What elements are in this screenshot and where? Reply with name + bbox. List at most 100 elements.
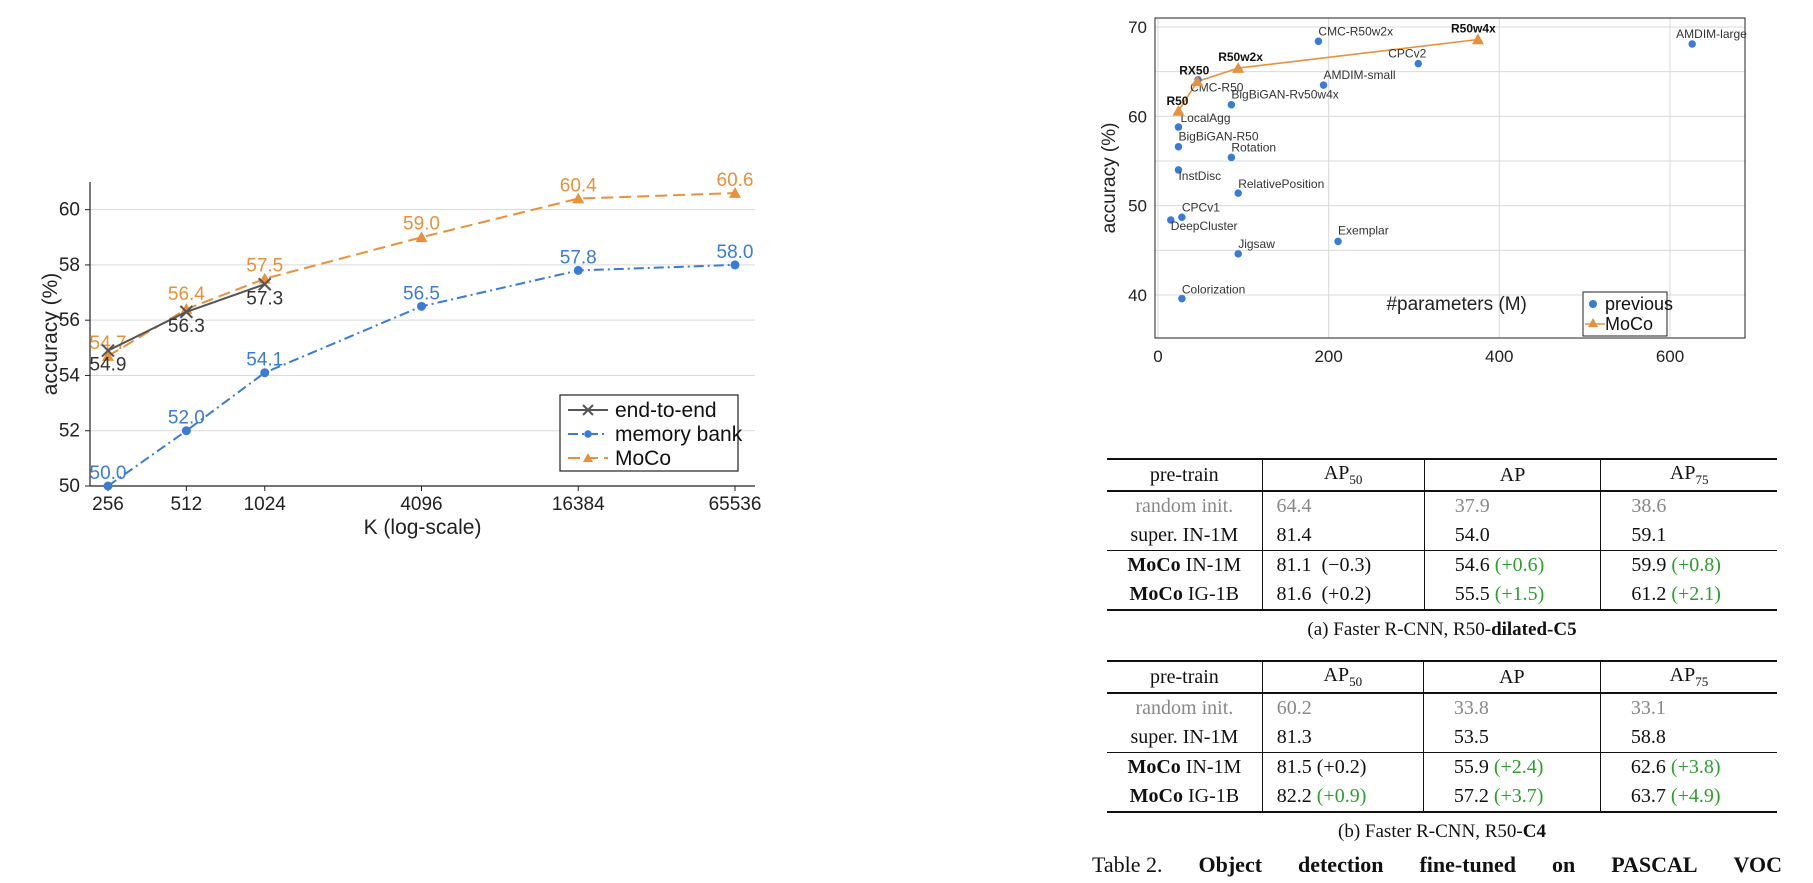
- point-label: AMDIM-small: [1324, 68, 1396, 82]
- x-tick-label: 1024: [244, 494, 287, 515]
- table-row: random init. 60.2 33.8 33.1: [1107, 693, 1777, 723]
- legend-label: memory bank: [615, 423, 743, 446]
- x-tick-label: 4096: [400, 494, 442, 515]
- x-tick-label: 65536: [709, 494, 762, 515]
- cell-ap75: 61.2 (+2.1): [1600, 580, 1777, 611]
- data-point: [1167, 216, 1175, 224]
- data-point: [1227, 153, 1236, 162]
- point-label: R50w2x: [1218, 50, 1263, 64]
- point-label: Colorization: [1182, 283, 1245, 297]
- row-name: MoCo IG-1B: [1107, 580, 1263, 611]
- data-point: [1414, 59, 1423, 68]
- k-sweep-chart: 50 52 54 56 58 60 256 512 1024 4096 16384 65536 K (l…: [39, 170, 762, 539]
- cell-ap50: 81.5 (+0.2): [1262, 752, 1424, 782]
- data-point: [179, 305, 194, 319]
- legend-label: MoCo: [615, 447, 671, 470]
- data-point: [1234, 189, 1242, 197]
- cell-ap: 57.2 (+3.7): [1423, 782, 1601, 813]
- data-point: [1234, 250, 1242, 258]
- point-label: Jigsaw: [1238, 237, 1275, 251]
- data-point: [181, 426, 191, 436]
- legend-label: end-to-end: [615, 399, 717, 422]
- cell-ap: 54.6 (+0.6): [1424, 550, 1602, 580]
- x-tick-label: 200: [1314, 347, 1342, 366]
- data-label: 56.3: [168, 316, 205, 337]
- legend-marker: [584, 430, 592, 438]
- y-tick-label: 58: [59, 255, 80, 276]
- table-title-prefix: Table 2.: [1092, 852, 1163, 877]
- detection-table-dilated-c5: pre-train AP50 AP AP75 random init. 64.4…: [1107, 458, 1777, 611]
- table-title: Table 2. Object detection fine-tuned on …: [1092, 852, 1782, 878]
- cell-ap75: 63.7 (+4.9): [1600, 782, 1777, 813]
- data-point: [1688, 40, 1696, 48]
- point-label: BigBiGAN-Rv50w4x: [1231, 88, 1338, 102]
- row-name: MoCo IG-1B: [1107, 782, 1263, 813]
- col-header-ap: AP: [1423, 660, 1601, 694]
- table-caption-a: (a) Faster R-CNN, R50-dilated-C5: [1307, 619, 1577, 640]
- table-title-word: PASCAL: [1611, 852, 1698, 877]
- col-header-ap50: AP50: [1262, 458, 1425, 492]
- data-point: [260, 368, 270, 378]
- x-tick-label: 0: [1153, 347, 1162, 366]
- table-row: super. IN-1M 81.4 54.0 59.1: [1107, 521, 1777, 551]
- marker-stroke: [258, 277, 272, 291]
- data-point: [103, 481, 113, 491]
- data-point: [730, 260, 740, 270]
- y-tick-label: 56: [59, 310, 80, 331]
- row-name: super. IN-1M: [1107, 521, 1263, 551]
- legend-marker: [1588, 318, 1598, 327]
- data-point: [1232, 62, 1245, 73]
- data-label: 57.5: [246, 256, 283, 277]
- x-tick-label: 256: [92, 494, 124, 515]
- point-label: R50: [1166, 94, 1188, 108]
- data-label: 54.1: [246, 350, 283, 371]
- cell-ap50: 81.1 (−0.3): [1262, 550, 1425, 580]
- cell-ap50: 60.2: [1262, 693, 1424, 723]
- cell-ap: 55.9 (+2.4): [1423, 752, 1601, 782]
- data-label: 59.0: [403, 213, 440, 234]
- row-name: random init.: [1107, 693, 1263, 723]
- col-header-ap75: AP75: [1600, 458, 1777, 492]
- data-label: 60.6: [717, 170, 754, 191]
- data-point: [1227, 100, 1236, 109]
- x-tick-label: 512: [171, 494, 203, 515]
- data-label: 57.3: [246, 288, 283, 309]
- series-line-moco: [107, 192, 736, 357]
- point-label: CMC-R50w2x: [1318, 24, 1393, 38]
- plot-frame: [1154, 17, 1746, 339]
- data-point: [1191, 75, 1204, 87]
- table-row: random init. 64.4 37.9 38.6: [1107, 491, 1777, 521]
- point-label: AMDIM-large: [1676, 27, 1747, 41]
- table-row: MoCo IG-1B 81.6 (+0.2) 55.5 (+1.5) 61.2 …: [1107, 580, 1777, 611]
- point-label: CMC-R50: [1190, 81, 1244, 95]
- y-tick-label: 50: [59, 476, 80, 497]
- data-point: [729, 187, 741, 198]
- col-header-ap75: AP75: [1600, 660, 1777, 694]
- point-label: InstDisc: [1178, 169, 1221, 183]
- x-tick-label: 400: [1485, 347, 1513, 366]
- cell-ap: 55.5 (+1.5): [1424, 580, 1602, 611]
- col-header-pretrain: pre-train: [1107, 660, 1263, 694]
- data-point: [1178, 213, 1186, 222]
- data-point: [1172, 104, 1185, 116]
- data-point: [415, 231, 428, 243]
- data-label: 60.4: [560, 176, 597, 197]
- table-c4-block: pre-train AP50 AP AP75 random init. 60.2…: [1107, 660, 1777, 843]
- table-title-word: detection: [1297, 852, 1384, 877]
- y-tick-label: 60: [1128, 107, 1147, 126]
- cell-ap75: 59.9 (+0.8): [1600, 550, 1777, 580]
- y-tick-label: 70: [1128, 18, 1147, 37]
- data-label: 52.0: [168, 408, 205, 429]
- table-title-word: VOC: [1733, 852, 1782, 877]
- cell-ap75: 62.6 (+3.8): [1600, 752, 1777, 782]
- cell-ap: 37.9: [1424, 491, 1602, 521]
- table-title-word: fine-tuned: [1419, 852, 1517, 877]
- data-point: [572, 192, 585, 204]
- row-name: super. IN-1M: [1107, 723, 1263, 753]
- cell-ap: 54.0: [1424, 521, 1602, 551]
- row-name: MoCo IN-1M: [1107, 550, 1263, 580]
- table-row: MoCo IG-1B 82.2 (+0.9) 57.2 (+3.7) 63.7 …: [1107, 782, 1777, 813]
- x-axis-title: K (log-scale): [364, 516, 482, 539]
- cell-ap75: 59.1: [1631, 524, 1667, 546]
- x-tick-label: 16384: [552, 494, 605, 515]
